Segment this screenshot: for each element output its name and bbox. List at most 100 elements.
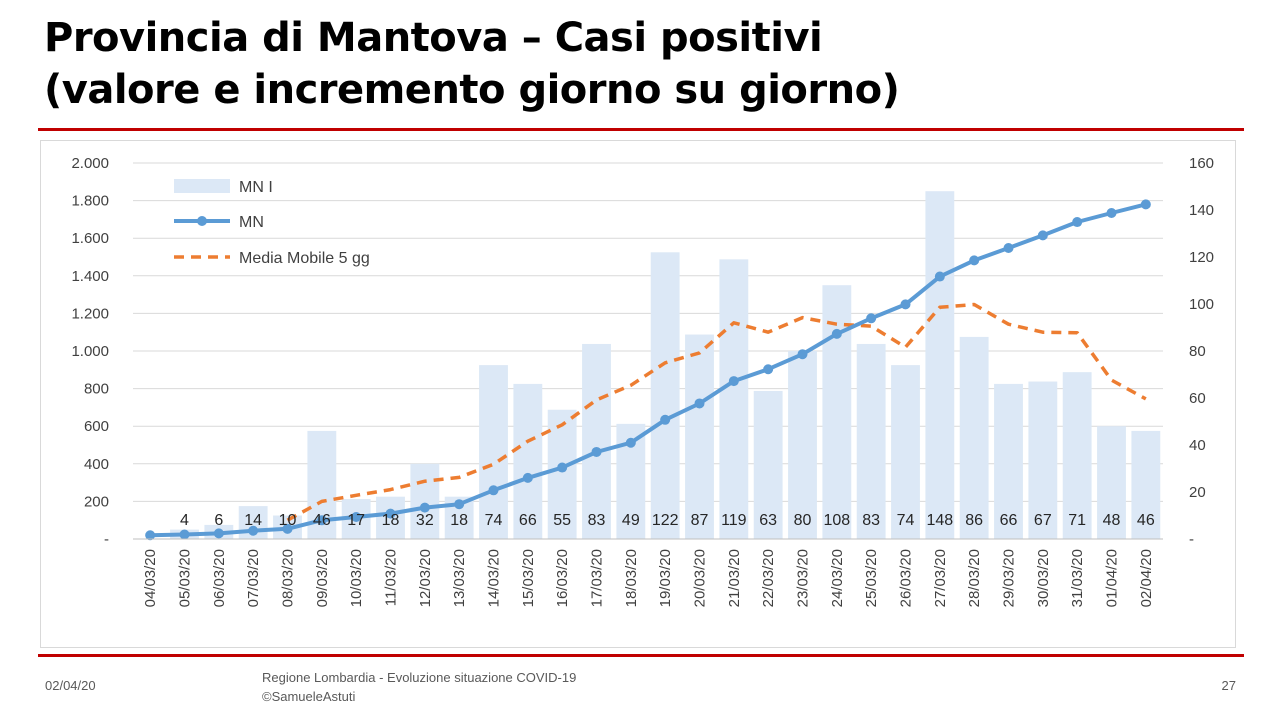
bar bbox=[719, 259, 749, 539]
mn-point bbox=[866, 313, 877, 324]
y-left-tick-label: 1.800 bbox=[71, 193, 109, 210]
x-tick-label: 29/03/20 bbox=[1001, 549, 1018, 607]
x-tick-label: 20/03/20 bbox=[692, 549, 709, 607]
bar-data-label: 18 bbox=[450, 512, 468, 529]
footer-date: 02/04/20 bbox=[45, 678, 96, 693]
y-right-tick-label: 140 bbox=[1189, 202, 1214, 219]
bar-data-label: 49 bbox=[622, 512, 640, 529]
x-tick-label: 13/03/20 bbox=[451, 549, 468, 607]
y-left-tick-label: 400 bbox=[84, 456, 109, 473]
mn-point bbox=[1003, 242, 1014, 253]
bar-data-label: 55 bbox=[553, 512, 571, 529]
bar bbox=[513, 383, 543, 539]
x-tick-label: 18/03/20 bbox=[623, 549, 640, 607]
y-left-tick-label: 1.400 bbox=[71, 268, 109, 285]
mn-point bbox=[522, 472, 533, 483]
bar-data-label: 80 bbox=[794, 512, 812, 529]
bar bbox=[925, 191, 955, 539]
title-line-1: Provincia di Mantova – Casi positivi bbox=[44, 15, 823, 61]
legend-swatch-line-marker bbox=[197, 216, 207, 226]
mn-point bbox=[419, 502, 430, 513]
bar bbox=[410, 463, 440, 539]
y-left-tick-label: - bbox=[104, 531, 109, 548]
mn-line bbox=[150, 202, 1147, 538]
mn-point bbox=[934, 271, 945, 282]
mn-point bbox=[1037, 230, 1048, 241]
bar-data-label: 83 bbox=[588, 512, 606, 529]
bar-data-label: 14 bbox=[244, 512, 262, 529]
y-right-tick-label: 100 bbox=[1189, 296, 1214, 313]
x-tick-label: 28/03/20 bbox=[966, 549, 983, 607]
x-tick-label: 11/03/20 bbox=[383, 549, 400, 606]
bar bbox=[891, 365, 920, 539]
y-left-tick-label: 800 bbox=[84, 381, 109, 398]
x-tick-label: 21/03/20 bbox=[726, 549, 743, 607]
x-tick-label: 22/03/20 bbox=[760, 549, 777, 607]
bar-data-label: 87 bbox=[691, 512, 709, 529]
y-right-tick-label: 120 bbox=[1189, 249, 1214, 266]
bar bbox=[685, 334, 714, 539]
bar-data-label: 66 bbox=[1000, 512, 1018, 529]
combo-chart: - 200 400 600 800 1.000 1.200 1.400 1.600 1.800 2.… bbox=[71, 155, 1214, 607]
legend-label-bars: MN I bbox=[239, 179, 273, 196]
moving-average-line bbox=[286, 302, 1147, 522]
bar-data-label: 108 bbox=[823, 512, 850, 529]
bar bbox=[1097, 426, 1126, 539]
mn-point bbox=[557, 462, 568, 473]
footer-divider bbox=[38, 654, 1244, 657]
bar-data-label: 74 bbox=[897, 512, 915, 529]
bar bbox=[856, 343, 886, 539]
mn-point bbox=[1072, 217, 1083, 228]
y-right-tick-label: 80 bbox=[1189, 343, 1206, 360]
mn-point bbox=[351, 512, 362, 523]
y-right-tick-label: 40 bbox=[1189, 437, 1206, 454]
bar-data-label: 10 bbox=[279, 512, 297, 529]
x-tick-label: 09/03/20 bbox=[314, 549, 331, 607]
mn-point bbox=[591, 446, 602, 457]
x-tick-label: 25/03/20 bbox=[863, 549, 880, 607]
mn-point bbox=[213, 528, 224, 539]
footer-source-line-1: Regione Lombardia - Evoluzione situazion… bbox=[262, 670, 577, 685]
chart-area: - 200 400 600 800 1.000 1.200 1.400 1.600 1.800 2.… bbox=[40, 140, 1236, 648]
y-right-tick-label: 20 bbox=[1189, 484, 1206, 501]
page-number: 27 bbox=[1221, 678, 1236, 693]
mn-point bbox=[145, 530, 156, 541]
mn-point bbox=[316, 515, 327, 526]
bar-data-label: 17 bbox=[347, 512, 365, 529]
mn-point bbox=[728, 376, 739, 387]
bar-data-label: 119 bbox=[721, 512, 747, 529]
mn-point bbox=[248, 525, 259, 536]
footer-source-line-2: ©SamueleAstuti bbox=[262, 689, 356, 704]
title-divider bbox=[38, 128, 1244, 131]
bar-data-label: 48 bbox=[1103, 512, 1121, 529]
mn-point bbox=[282, 523, 293, 534]
x-tick-label: 24/03/20 bbox=[829, 549, 846, 607]
bar-data-label: 32 bbox=[416, 512, 434, 529]
y-left-tick-label: 200 bbox=[84, 493, 109, 510]
x-tick-label: 23/03/20 bbox=[795, 549, 812, 607]
bar bbox=[994, 383, 1023, 539]
x-tick-label: 10/03/20 bbox=[348, 549, 365, 607]
bar-data-label: 46 bbox=[1137, 512, 1155, 529]
mn-point bbox=[694, 398, 705, 409]
mn-point bbox=[763, 364, 774, 375]
mn-point bbox=[625, 437, 636, 448]
mn-point bbox=[1140, 199, 1151, 210]
mn-point bbox=[454, 499, 465, 510]
bar-data-label: 71 bbox=[1068, 512, 1086, 529]
x-tick-label: 12/03/20 bbox=[417, 549, 434, 607]
mn-point bbox=[179, 529, 190, 540]
y-left-tick-label: 1.200 bbox=[71, 305, 109, 322]
bar bbox=[753, 390, 783, 539]
x-tick-label: 08/03/20 bbox=[280, 549, 297, 607]
legend-label-moving-average: Media Mobile 5 gg bbox=[239, 250, 370, 267]
bar bbox=[788, 351, 817, 539]
x-tick-label: 02/04/20 bbox=[1138, 549, 1155, 607]
bar-data-label: 74 bbox=[485, 512, 503, 529]
x-tick-label: 05/03/20 bbox=[177, 549, 194, 607]
y-left-tick-label: 1.000 bbox=[71, 343, 109, 360]
bar-data-label: 122 bbox=[652, 512, 679, 529]
x-tick-label: 06/03/20 bbox=[211, 549, 228, 607]
y-left-tick-label: 600 bbox=[84, 418, 109, 435]
x-tick-label: 19/03/20 bbox=[657, 549, 674, 607]
